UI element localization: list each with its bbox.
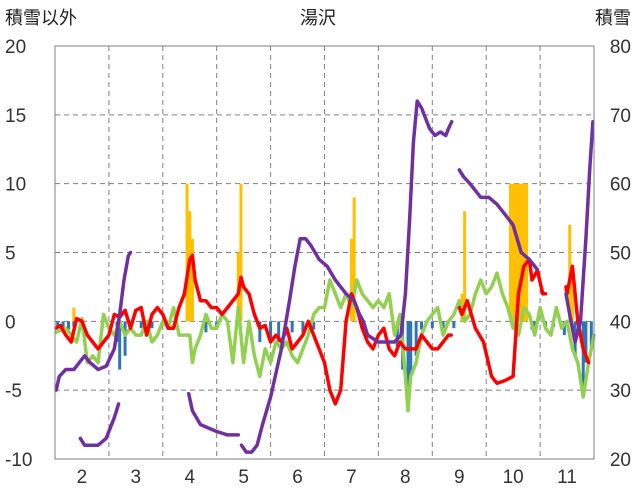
right-tick-label: 70 (610, 106, 631, 127)
snow-depth-line (239, 99, 454, 454)
x-tick-label: 8 (400, 467, 411, 488)
x-tick-label: 6 (292, 467, 303, 488)
left-tick-label: 20 (5, 37, 26, 58)
blue-bar (61, 321, 65, 329)
orange-bar (514, 183, 518, 322)
left-tick-label: 10 (5, 175, 26, 196)
blue-bar (277, 321, 281, 342)
orange-bar (517, 183, 521, 322)
blue-bar (150, 321, 154, 329)
blue-bar (414, 321, 418, 356)
right-tick-label: 20 (610, 450, 631, 471)
orange-bar (508, 183, 512, 322)
left-tick-label: -10 (5, 450, 32, 471)
orange-bar (190, 238, 194, 322)
blue-bar (312, 321, 316, 330)
right-tick-label: 80 (610, 37, 631, 58)
blue-bar (56, 321, 60, 329)
blue-bar (533, 321, 537, 330)
x-tick-label: 11 (557, 467, 577, 488)
x-tick-label: 9 (454, 467, 465, 488)
blue-bar (589, 321, 593, 349)
blue-bar (204, 321, 208, 333)
blue-bar (290, 321, 294, 333)
x-tick-label: 2 (77, 467, 88, 488)
snow-depth-line (54, 250, 133, 392)
right-tick-label: 40 (610, 312, 631, 333)
left-tick-label: 0 (5, 312, 16, 333)
x-tick-label: 10 (503, 467, 524, 488)
red-series-line (54, 253, 453, 406)
blue-bar (123, 321, 127, 356)
x-tick-label: 3 (131, 467, 142, 488)
orange-bar (349, 238, 353, 322)
right-axis-title: 積雪 (595, 8, 631, 29)
orange-bar (239, 183, 243, 322)
blue-bar (584, 321, 588, 363)
blue-bar (452, 321, 456, 329)
x-tick-label: 5 (238, 467, 249, 488)
orange-bar (511, 183, 515, 322)
blue-bar (258, 321, 262, 342)
blue-bar (406, 321, 410, 391)
orange-bar (72, 307, 76, 322)
snow-depth-line (564, 119, 595, 344)
left-tick-label: 15 (5, 106, 26, 127)
snow-depth-line (186, 391, 241, 437)
right-tick-label: 60 (610, 175, 631, 196)
blue-bar (269, 321, 273, 342)
orange-bar (463, 211, 467, 322)
blue-bar (562, 321, 566, 336)
blue-bar (420, 321, 424, 330)
orange-bar (185, 183, 189, 322)
left-axis-title: 積雪以外 (5, 8, 77, 29)
right-tick-label: 30 (610, 381, 631, 402)
line-series (54, 99, 596, 454)
plot-frame (54, 45, 595, 460)
left-tick-label: -5 (5, 381, 22, 402)
blue-bar (581, 321, 585, 391)
orange-bar (522, 183, 526, 322)
chart-title: 湯沢 (300, 8, 336, 29)
snow-depth-line (457, 168, 540, 272)
left-tick-label: 5 (5, 244, 16, 265)
red-series-line (457, 257, 548, 386)
blue-bar (395, 321, 399, 349)
green-series-line (54, 271, 596, 413)
x-tick-label: 7 (346, 467, 357, 488)
blue-bar (441, 321, 445, 329)
snow-depth-line (78, 402, 121, 447)
blue-bar (139, 321, 143, 329)
blue-bar (430, 321, 434, 329)
x-tick-label: 4 (184, 467, 195, 488)
blue-bar (66, 321, 70, 330)
blue-bar (301, 321, 305, 333)
right-tick-label: 50 (610, 244, 631, 265)
orange-bar (525, 183, 529, 322)
blue-bar (118, 321, 122, 370)
orange-bar (352, 197, 356, 322)
orange-bar (570, 280, 574, 322)
